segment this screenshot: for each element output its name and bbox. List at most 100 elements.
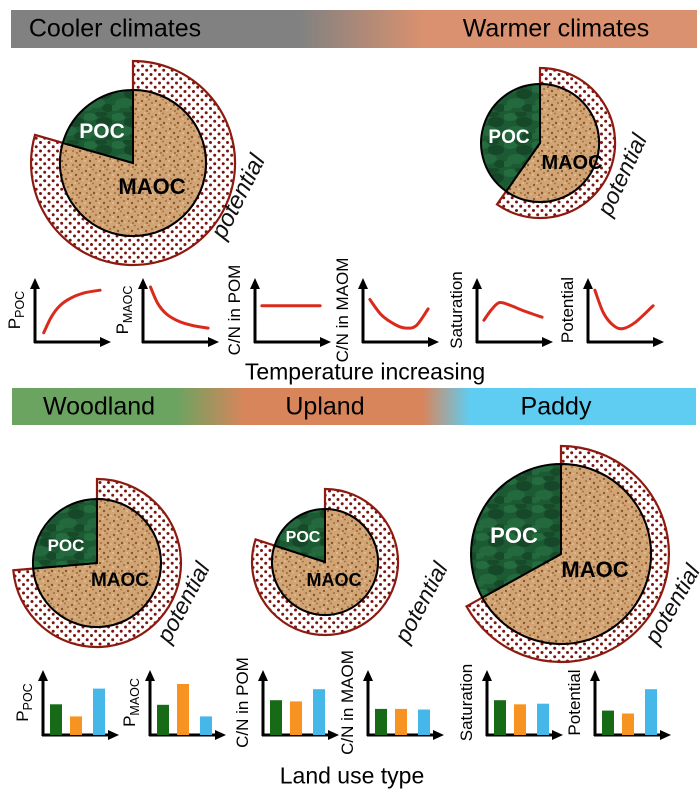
bar-paddy [200, 716, 212, 735]
y-axis-label: Potential [558, 277, 577, 343]
bar-upland [622, 713, 634, 735]
maoc-label: MAOC [541, 152, 602, 174]
bar-chart-p-poc: PPOC [13, 670, 119, 740]
x-axis-arrow [108, 730, 119, 740]
climate-gradient-banner: Cooler climates Warmer climates [11, 10, 697, 48]
poc-slice [273, 507, 326, 564]
x-axis-arrow [552, 730, 563, 740]
y-axis-arrow [472, 278, 482, 289]
x-axis-arrow [100, 337, 111, 347]
bar-woodland [375, 708, 387, 735]
maoc-label: MAOC [91, 570, 149, 591]
bar-chart-cn-pom: C/N in POM [233, 657, 339, 748]
poc-slice [480, 82, 541, 193]
x-axis-arrow [428, 337, 439, 347]
bar-chart-potential: Potential [565, 669, 671, 740]
poc-label: POC [286, 529, 321, 546]
x-axis-arrow [328, 730, 339, 740]
trend-curve [482, 300, 544, 322]
y-axis-arrow [250, 278, 260, 289]
y-axis-arrow [590, 670, 600, 681]
maoc-slice [480, 462, 653, 645]
y-axis-label: Saturation [447, 271, 466, 349]
y-axis-label: PPOC [5, 291, 27, 329]
bar-chart-saturation: Saturation [457, 664, 563, 741]
x-axis-arrow [542, 337, 553, 347]
y-axis-label: PPOC [13, 683, 35, 721]
y-axis-arrow [30, 278, 40, 289]
bar-chart-p-maoc: PMAOC [120, 670, 226, 740]
maoc-label: MAOC [307, 570, 362, 590]
warmer-climates-label: Warmer climates [462, 14, 650, 43]
woodland-label: Woodland [42, 392, 156, 420]
y-axis-arrow [583, 278, 593, 289]
maoc-slice [271, 507, 379, 616]
paddy-label: Paddy [520, 392, 592, 420]
trend-chart-p-maoc: PMAOC [113, 278, 219, 347]
trend-chart-saturation: Saturation [447, 271, 553, 349]
poc-slice [31, 497, 98, 570]
bar-paddy [313, 689, 325, 735]
poc-slice [470, 462, 562, 599]
bar-paddy [537, 703, 549, 735]
maoc-slice [504, 82, 601, 203]
maoc-label: MAOC [561, 557, 628, 582]
y-axis-label: Potential [565, 669, 584, 735]
bar-upland [514, 704, 526, 735]
bar-paddy [93, 688, 105, 735]
trend-chart-potential: Potential [558, 277, 664, 347]
bar-woodland [50, 704, 62, 735]
x-axis-arrow [215, 730, 226, 740]
bar-chart-cn-maom: C/N in MAOM [338, 650, 444, 755]
x-axis-arrow [660, 730, 671, 740]
bar-upland [290, 701, 302, 735]
poc-label: POC [79, 120, 125, 143]
bar-paddy [418, 709, 430, 735]
trend-curve [149, 285, 210, 330]
trend-curve [42, 288, 102, 335]
y-axis-label: C/N in POM [225, 265, 244, 356]
poc-label: POC [490, 523, 538, 548]
x-axis-arrow [653, 337, 664, 347]
trend-chart-p-poc: PPOC [5, 278, 111, 347]
y-axis-arrow [38, 670, 48, 681]
y-axis-label: C/N in POM [233, 657, 252, 748]
landuse-gradient-banner: Woodland Upland Paddy [12, 388, 696, 425]
y-axis-arrow [482, 670, 492, 681]
bar-paddy [645, 689, 657, 735]
x-axis-arrow [320, 337, 331, 347]
temperature-axis-caption: Temperature increasing [244, 358, 486, 385]
y-axis-label: C/N in MAOM [333, 258, 352, 363]
y-axis-label: C/N in MAOM [338, 650, 357, 755]
bar-woodland [270, 700, 282, 735]
bar-woodland [157, 704, 169, 735]
bar-upland [70, 716, 82, 735]
x-axis-arrow [433, 730, 444, 740]
bar-woodland [494, 700, 506, 735]
maoc-slice [58, 88, 207, 237]
y-axis-arrow [363, 670, 373, 681]
trend-chart-cn-pom: C/N in POM [225, 265, 331, 356]
landuse-axis-caption: Land use type [279, 762, 425, 789]
poc-label: POC [48, 536, 85, 555]
trend-curve [368, 298, 430, 330]
x-axis-arrow [208, 337, 219, 347]
y-axis-arrow [358, 278, 368, 289]
bar-upland [395, 708, 407, 735]
upland-label: Upland [285, 392, 365, 420]
y-axis-label: PMAOC [113, 286, 135, 335]
bar-upland [177, 684, 189, 735]
y-axis-arrow [138, 278, 148, 289]
bar-woodland [602, 710, 614, 735]
maoc-label: MAOC [118, 174, 185, 199]
poc-label: POC [488, 127, 529, 148]
cooler-climates-label: Cooler climates [28, 14, 202, 43]
y-axis-arrow [258, 670, 268, 681]
